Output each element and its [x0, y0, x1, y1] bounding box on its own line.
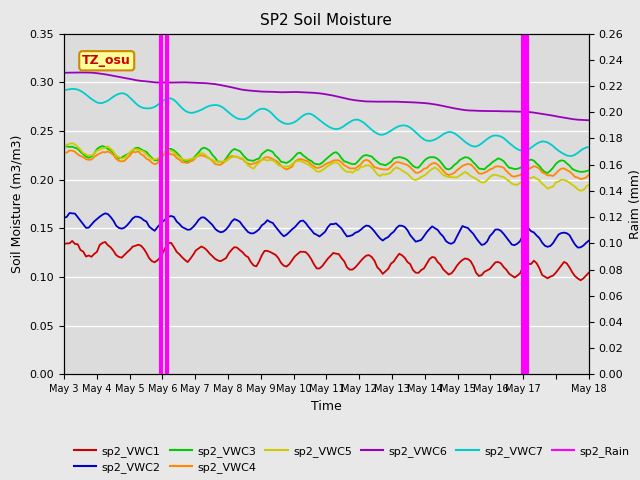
Title: SP2 Soil Moisture: SP2 Soil Moisture [260, 13, 392, 28]
X-axis label: Time: Time [311, 400, 342, 413]
Y-axis label: Soil Moisture (m3/m3): Soil Moisture (m3/m3) [11, 135, 24, 273]
Legend: sp2_VWC1, sp2_VWC2, sp2_VWC3, sp2_VWC4, sp2_VWC5, sp2_VWC6, sp2_VWC7, sp2_Rain: sp2_VWC1, sp2_VWC2, sp2_VWC3, sp2_VWC4, … [70, 441, 634, 478]
Text: TZ_osu: TZ_osu [83, 54, 131, 67]
Y-axis label: Raim (mm): Raim (mm) [629, 169, 640, 239]
